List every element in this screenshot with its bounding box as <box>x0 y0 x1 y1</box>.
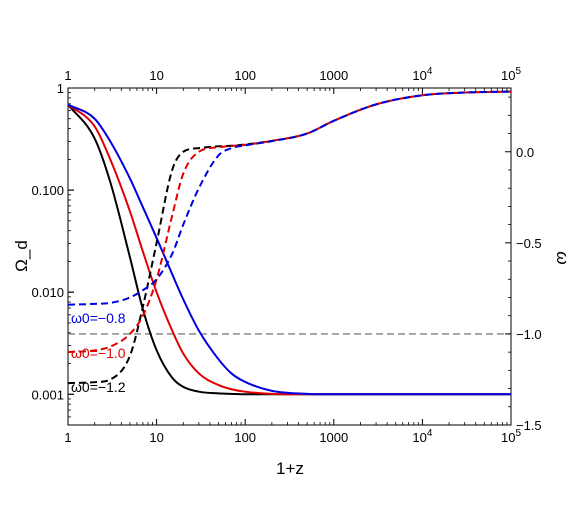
x-tick-label-bottom: 1000 <box>319 430 348 445</box>
y-right-tick-label: 0.0 <box>516 145 534 160</box>
label-omega-minus-0-8: ω0=−0.8 <box>71 310 126 326</box>
x-axis-label: 1+z <box>276 459 304 478</box>
y-right-axis-label: ω <box>553 251 572 264</box>
ticks: 111010100100100010001041041051050.0010.0… <box>31 66 541 445</box>
series-line-0-omega-d <box>67 103 511 396</box>
x-tick-label-top: 1000 <box>319 68 348 83</box>
y-left-tick-label: 0.001 <box>31 387 64 402</box>
label-omega-minus-1-2: ω0=−1.2 <box>71 379 126 395</box>
x-tick-label-top: 1 <box>64 68 71 83</box>
x-tick-label-top: 105 <box>501 66 521 83</box>
series-line-3-omega <box>67 90 512 385</box>
x-tick-label-top: 10 <box>149 68 163 83</box>
series-line-1-omega-d <box>67 103 511 396</box>
y-right-tick-label: −1.5 <box>516 418 542 433</box>
series-line-5-omega <box>67 90 512 306</box>
x-tick-label-bottom: 1 <box>64 430 71 445</box>
label-omega-minus-1-0: ω0=−1.0 <box>71 345 126 361</box>
x-tick-label-bottom: 10 <box>149 430 163 445</box>
plot-frame <box>67 87 512 426</box>
x-tick-label-bottom: 100 <box>234 430 256 445</box>
x-tick-label-bottom: 105 <box>501 428 521 445</box>
y-right-tick-label: −1.0 <box>516 327 542 342</box>
series-line-4-omega <box>67 90 512 354</box>
x-tick-label-top: 100 <box>234 68 256 83</box>
y-right-tick-label: −0.5 <box>516 236 542 251</box>
x-tick-label-top: 104 <box>412 66 432 83</box>
y-left-axis-label: Ω_d <box>12 240 31 272</box>
curves <box>67 90 512 396</box>
x-tick-label-bottom: 104 <box>412 428 432 445</box>
y-left-tick-label: 0.010 <box>31 285 64 300</box>
y-left-tick-label: 0.100 <box>31 183 64 198</box>
series-line-2-omega-d <box>67 103 511 396</box>
y-left-tick-label: 1 <box>57 81 64 96</box>
